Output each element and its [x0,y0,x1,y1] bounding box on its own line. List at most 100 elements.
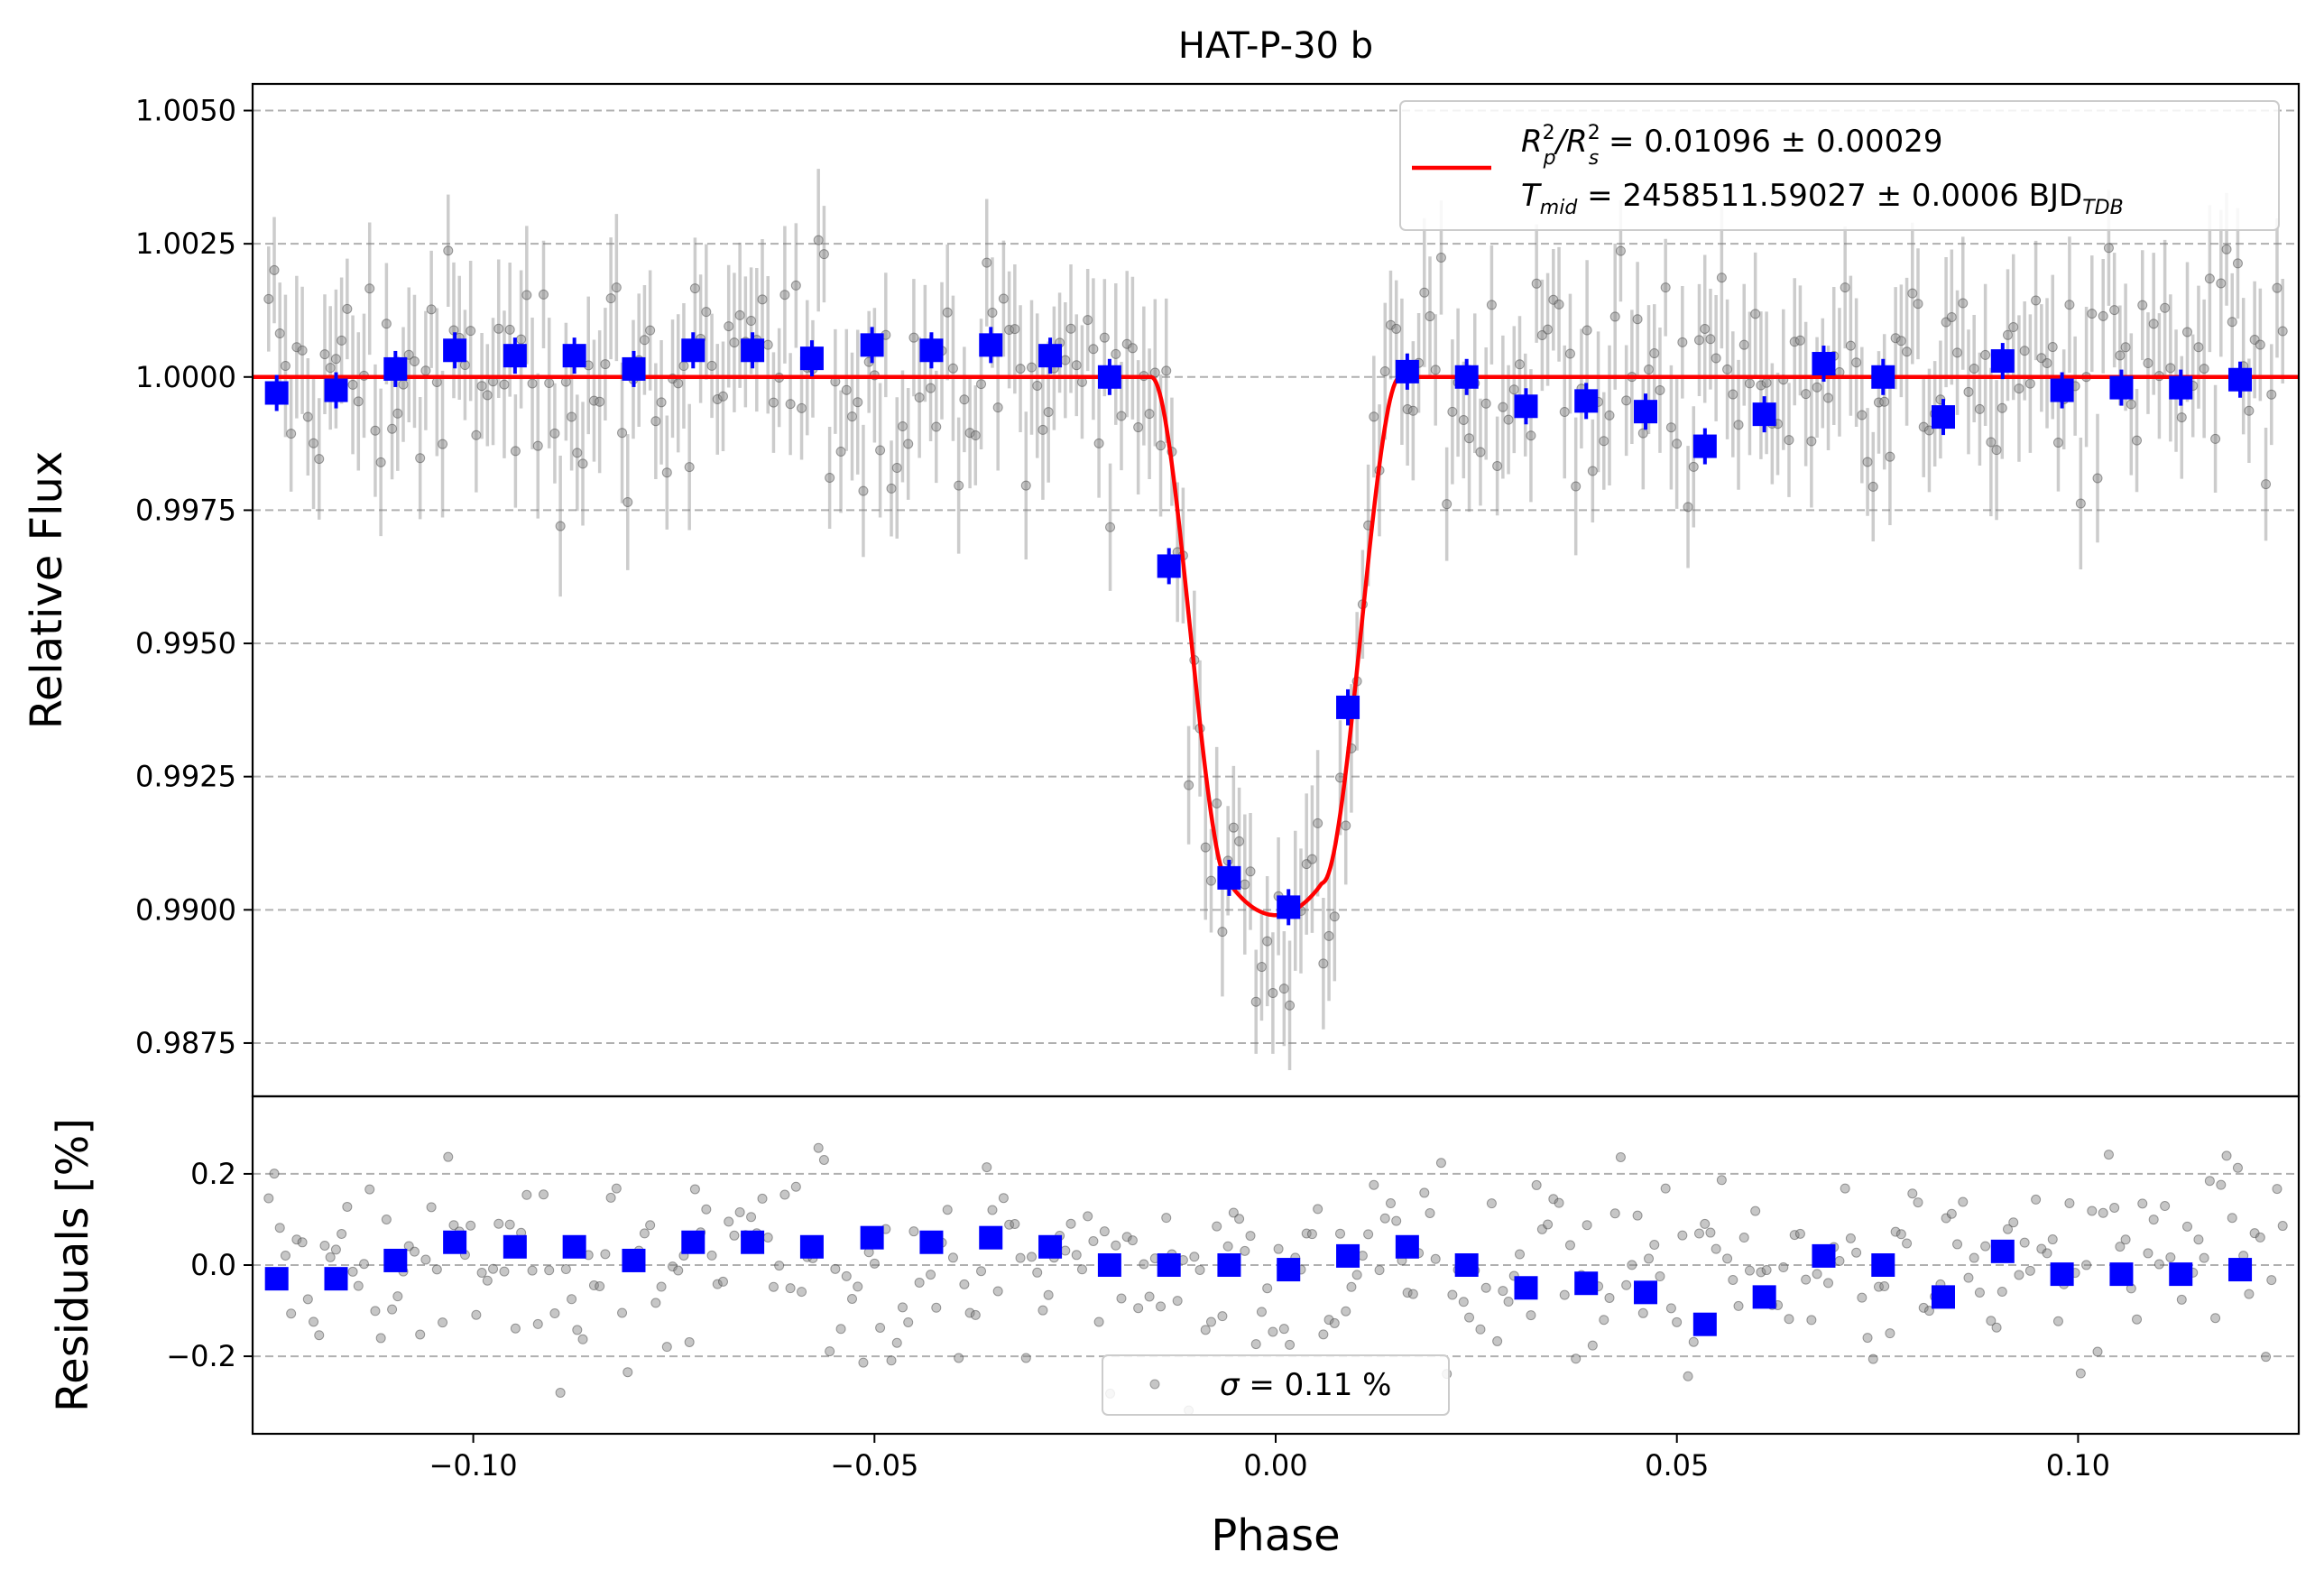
residual-point [1784,1314,1794,1325]
raw-point [269,264,280,275]
raw-point [605,293,616,304]
residual-point [1609,1208,1620,1219]
raw-point [426,304,437,315]
raw-point [903,439,914,449]
raw-point [2165,363,2176,374]
raw-point [1526,430,1536,441]
top-y-tick-label: 0.9900 [135,892,236,927]
residual-point [342,1201,353,1212]
raw-point [342,303,353,314]
residual-point [1615,1151,1626,1162]
binned-point [1574,389,1599,413]
residual-point [1071,1250,1082,1261]
raw-point [1644,365,1655,375]
raw-point [1262,936,1273,947]
residual-point [1918,1302,1929,1313]
raw-point [1885,451,1895,462]
raw-point [1385,319,1396,330]
raw-point [847,411,858,422]
raw-point [2216,278,2227,289]
residual-point [392,1291,403,1302]
residual-point [1761,1265,1772,1276]
residual-point [1738,1233,1749,1243]
raw-point [549,428,560,439]
raw-point [1923,425,1934,436]
binned-residual-point [1217,1253,1241,1277]
residual-point [1385,1198,1396,1209]
raw-point [673,378,684,389]
residual-point [319,1240,330,1251]
residual-point [1632,1210,1643,1221]
raw-point [1379,366,1390,377]
raw-point [1750,309,1761,319]
raw-point [1419,287,1430,298]
raw-point [263,293,274,304]
binned-point [919,338,944,363]
residual-point [359,1259,370,1270]
residual-point [2277,1221,2288,1232]
raw-point [2109,305,2120,316]
chart-title: HAT-P-30 b [1178,25,1373,67]
raw-point [309,438,319,448]
residual-point [992,1286,1003,1297]
residual-point [1543,1219,1554,1230]
residual-point [1913,1197,1923,1208]
residual-point [1582,1220,1592,1231]
raw-point [532,440,543,451]
residual-point [2115,1242,2126,1252]
binned-point [622,356,646,381]
raw-point [1200,842,1211,853]
raw-point [499,379,510,390]
residual-point [471,1309,482,1320]
residual-point [1806,1315,1817,1326]
raw-point [992,402,1003,413]
binned-residual-point [799,1234,824,1259]
residual-point [835,1324,846,1335]
residual-point [1250,1339,1261,1350]
raw-point [1700,323,1711,334]
residual-point [2227,1213,2237,1224]
raw-point [689,283,700,294]
residual-point [998,1193,1009,1204]
raw-point [970,430,981,441]
raw-point [1093,438,1104,448]
raw-point [1571,481,1582,492]
raw-point [337,335,347,346]
bottom-legend: σ = 0.11 % [1102,1354,1450,1416]
raw-point [1554,299,1564,309]
residual-point [1503,1297,1514,1307]
residual-point [1447,1289,1458,1300]
residual-point [2216,1179,2227,1190]
x-tick-label: 0.10 [2046,1448,2110,1483]
residual-point [2266,1275,2277,1286]
binned-residual-point [1574,1271,1599,1296]
raw-point [1991,445,2002,456]
residual-point [1419,1187,1430,1198]
binned-residual-point [681,1230,706,1254]
raw-point [1250,996,1261,1007]
raw-point [757,294,768,305]
raw-point [1486,300,1497,310]
legend-rprs-text: R2 p/R2 s = 0.01096 ± 0.00029 [1521,122,1943,170]
binned-point [264,381,289,405]
residual-point [1268,1326,1278,1337]
raw-point [1621,395,1632,406]
residual-point [2210,1313,2221,1324]
residual-point [1716,1175,1727,1186]
binned-point [1931,405,1955,430]
residual-point [420,1254,431,1265]
top-y-tick-label: 1.0025 [135,226,236,261]
residual-point [1234,1214,1245,1224]
raw-point [443,245,454,256]
raw-point [1907,288,1918,299]
binned-residual-point [264,1267,289,1291]
residual-point [790,1181,801,1192]
bottom-y-ticks: −0.2 0.0 0.2 [166,1157,253,1373]
residual-point [2008,1217,2019,1228]
residual-point [1885,1328,1895,1339]
residual-point [347,1266,358,1277]
residual-point [409,1246,420,1257]
raw-point [330,354,341,365]
raw-point [1515,359,1526,370]
raw-point [762,339,773,350]
